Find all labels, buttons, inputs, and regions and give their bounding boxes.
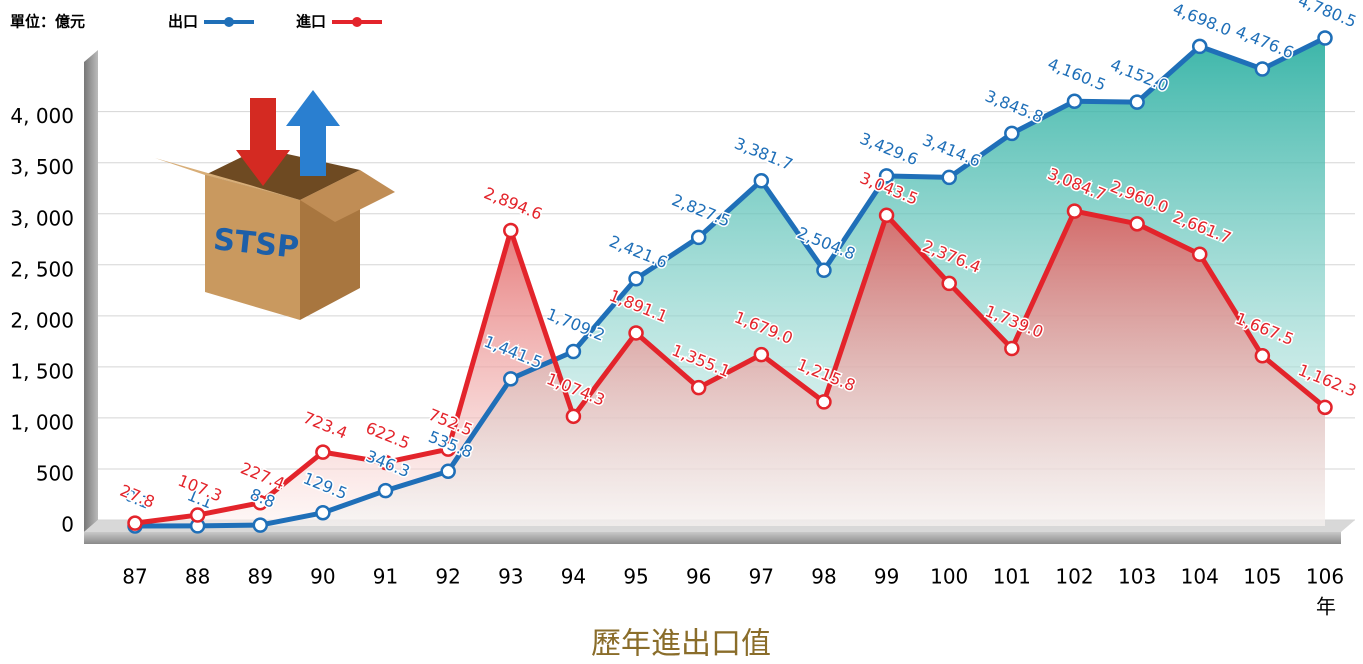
y-tick-label: 4, 000 <box>10 104 74 128</box>
point <box>565 343 582 360</box>
data-label: 3,845.8 <box>982 86 1046 126</box>
point <box>1317 30 1333 46</box>
point <box>440 463 456 480</box>
y-tick-label: 1, 000 <box>10 410 74 434</box>
x-tick-label: 96 <box>686 565 711 589</box>
x-tick-label: 104 <box>1181 565 1219 589</box>
x-tick-label: 92 <box>435 565 460 589</box>
legend-label: 進口 <box>296 13 326 31</box>
point <box>1191 246 1208 263</box>
point <box>377 454 394 471</box>
y-tick-label: 3, 500 <box>10 155 74 179</box>
line <box>134 35 1327 529</box>
x-tick-label: 103 <box>1118 565 1156 589</box>
data-label: 4,698.0 <box>1170 0 1234 40</box>
data-label: 2,827.5 <box>669 190 733 230</box>
point <box>941 275 957 292</box>
unit-label: 單位：億元 <box>10 13 85 31</box>
point <box>1254 61 1271 77</box>
x-tick-label: 101 <box>993 565 1031 589</box>
point <box>189 507 206 523</box>
point <box>1129 94 1145 110</box>
plot: 0 500 1, 000 1, 500 2, 000 2, 500 3, 000 3, 500… <box>10 0 1360 589</box>
point <box>503 371 519 387</box>
floor-front <box>84 532 1341 544</box>
point <box>628 271 644 287</box>
y-tick-label: 2, 000 <box>10 308 74 332</box>
y-tick-label: 1, 500 <box>10 359 74 383</box>
axis-wall <box>84 50 98 532</box>
point <box>1066 93 1083 110</box>
data-label: 2,894.6 <box>481 183 545 223</box>
point <box>753 346 770 363</box>
point <box>878 207 895 224</box>
area <box>135 211 1325 526</box>
data-label: 4,152.0 <box>1108 55 1172 95</box>
x-tick-label: 106 <box>1306 565 1344 589</box>
point <box>252 495 269 511</box>
data-label: 723.4 <box>300 408 350 443</box>
point <box>1129 216 1145 232</box>
data-label: 2,421.6 <box>607 232 671 272</box>
point <box>377 482 394 499</box>
point <box>816 394 832 410</box>
point <box>753 173 770 189</box>
x-tick-label: 90 <box>310 565 335 589</box>
data-label: 3,381.7 <box>732 134 796 174</box>
x-tick-label: 94 <box>561 565 586 589</box>
x-tick-label: 99 <box>874 565 899 589</box>
point <box>628 325 644 341</box>
point <box>565 408 582 425</box>
data-label: 4,160.5 <box>1045 54 1109 94</box>
point <box>315 444 331 460</box>
y-tick-label: 3, 000 <box>10 206 74 230</box>
x-tick-label: 100 <box>930 565 968 589</box>
x-tick-label: 87 <box>122 565 147 589</box>
x-tick-label: 88 <box>185 565 210 589</box>
point <box>1004 340 1020 357</box>
point <box>1004 125 1020 142</box>
icon: STSP <box>155 90 395 320</box>
point <box>816 262 832 279</box>
point <box>252 517 269 533</box>
chart-title: 歷年進出口值 <box>591 627 771 662</box>
x-tick-label: 97 <box>749 565 774 589</box>
x-tick-label: 98 <box>811 565 836 589</box>
point <box>1317 399 1333 416</box>
point <box>1254 348 1271 364</box>
point <box>440 441 456 457</box>
point <box>941 169 957 186</box>
point <box>127 515 143 531</box>
point <box>878 168 895 184</box>
x-tick-label: 89 <box>248 565 273 589</box>
data-label: 1,709.2 <box>544 304 608 344</box>
x-tick-label: 91 <box>373 565 398 589</box>
point <box>1066 203 1083 219</box>
legend-marker <box>224 17 234 27</box>
data-label: 4,780.5 <box>1296 0 1360 31</box>
x-unit: 年 <box>1316 595 1336 619</box>
line <box>134 208 1327 526</box>
data-label: 4,476.6 <box>1233 22 1297 62</box>
point <box>690 379 707 396</box>
x-tick-label: 105 <box>1243 565 1281 589</box>
point <box>690 229 707 246</box>
y-tick-label: 0 <box>61 513 74 537</box>
x-tick-label: 93 <box>498 565 523 589</box>
legend-label: 出口 <box>168 13 198 31</box>
y-tick-label: 2, 500 <box>10 257 74 281</box>
y-tick-label: 500 <box>36 461 74 485</box>
legend-marker <box>352 17 362 27</box>
x-tick-label: 102 <box>1055 565 1093 589</box>
x-tick-label: 95 <box>623 565 648 589</box>
point <box>1191 38 1208 55</box>
point <box>315 505 331 521</box>
data-label: 3,414.6 <box>920 130 984 170</box>
point <box>503 222 519 239</box>
